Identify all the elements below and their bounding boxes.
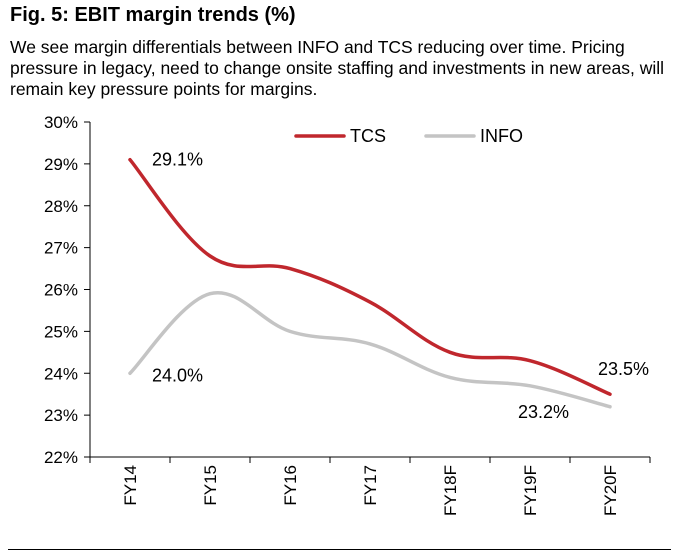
- x-tick-label: FY19F: [521, 465, 540, 516]
- y-tick-label: 28%: [44, 197, 78, 216]
- x-tick-label: FY20F: [601, 465, 620, 516]
- data-point-tcs: [128, 158, 132, 162]
- data-point-info: [208, 292, 212, 296]
- y-tick-label: 29%: [44, 155, 78, 174]
- x-tick-label: FY16: [281, 465, 300, 506]
- data-label-tcs: 23.5%: [598, 359, 649, 379]
- x-tick-label: FY18F: [441, 465, 460, 516]
- data-point-tcs: [288, 267, 292, 271]
- legend-label-info: INFO: [480, 126, 523, 146]
- data-point-info: [448, 375, 452, 379]
- y-tick-label: 23%: [44, 406, 78, 425]
- data-point-tcs: [528, 359, 532, 363]
- figure-description: We see margin differentials between INFO…: [10, 37, 665, 99]
- figure-title: Fig. 5: EBIT margin trends (%): [10, 4, 296, 26]
- chart-legend: TCS INFO: [294, 126, 523, 146]
- series-line-tcs: [128, 157, 612, 396]
- y-tick-label: 26%: [44, 281, 78, 300]
- legend-label-tcs: TCS: [350, 126, 386, 146]
- y-tick-label: 30%: [44, 113, 78, 132]
- y-tick-label: 24%: [44, 364, 78, 383]
- data-point-tcs: [608, 392, 612, 396]
- y-tick-label: 25%: [44, 322, 78, 341]
- data-point-info: [528, 384, 532, 388]
- data-point-tcs: [368, 300, 372, 304]
- chart-axes: 22% 23% 24% 25% 26% 27% 28% 29% 30% FY14 FY15 FY16 F…: [44, 113, 651, 516]
- data-label-info: 23.2%: [518, 402, 569, 422]
- series-line-info: [128, 290, 612, 409]
- x-tick-label: FY17: [361, 465, 380, 506]
- x-tick-label: FY15: [201, 465, 220, 506]
- bottom-divider: [8, 549, 671, 550]
- x-tick-label: FY14: [121, 465, 140, 506]
- y-tick-label: 22%: [44, 448, 78, 467]
- data-label-tcs: 29.1%: [152, 150, 203, 170]
- data-point-info: [368, 342, 372, 346]
- chart-series: [128, 157, 612, 409]
- data-point-info: [288, 329, 292, 333]
- data-point-tcs: [208, 254, 212, 258]
- y-tick-label: 27%: [44, 239, 78, 258]
- data-label-info: 24.0%: [152, 365, 203, 385]
- data-point-tcs: [448, 350, 452, 354]
- chart-annotations: 29.1% 24.0% 23.5% 23.2%: [152, 150, 649, 422]
- data-point-info: [128, 371, 132, 375]
- data-point-info: [608, 405, 612, 409]
